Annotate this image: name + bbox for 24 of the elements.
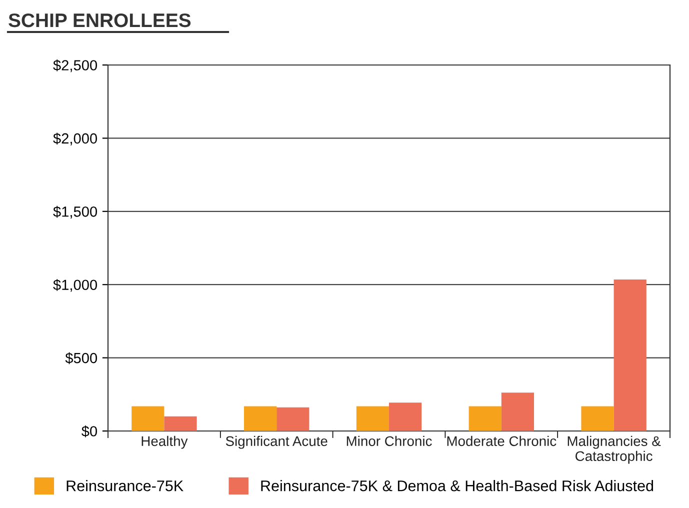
y-tick-label: $1,000: [53, 279, 98, 292]
y-tick-label: $500: [65, 352, 98, 364]
bar: [164, 416, 197, 431]
bar: [276, 407, 310, 431]
x-tick-label: Minor Chronic: [346, 436, 432, 446]
x-tick-label: Moderate Chronic: [447, 436, 556, 446]
bar: [614, 279, 646, 431]
x-tick-label: Healthy: [142, 436, 188, 449]
legend-label: Reinsurance-75K & Demoa & Health-Based Risk Adiusted: [261, 480, 654, 492]
bar: [132, 406, 164, 431]
y-tick-label: $1,500: [53, 206, 98, 219]
chart-title: SCHIP ENROLLEES: [8, 13, 191, 28]
y-tick-label: $2,000: [53, 132, 98, 146]
x-tick-label: Malignancies & Catastrophic: [568, 436, 661, 464]
bar: [389, 402, 422, 431]
y-tick-label: $2,500: [53, 59, 98, 72]
bar: [581, 406, 614, 431]
bar: [468, 406, 502, 431]
bar: [244, 406, 277, 431]
x-tick-label: Significant Acute: [226, 436, 328, 449]
bar: [501, 392, 534, 431]
legend-label: Reinsurance-75K: [66, 480, 184, 492]
bar: [356, 406, 389, 431]
y-tick-label: $0: [82, 425, 98, 438]
